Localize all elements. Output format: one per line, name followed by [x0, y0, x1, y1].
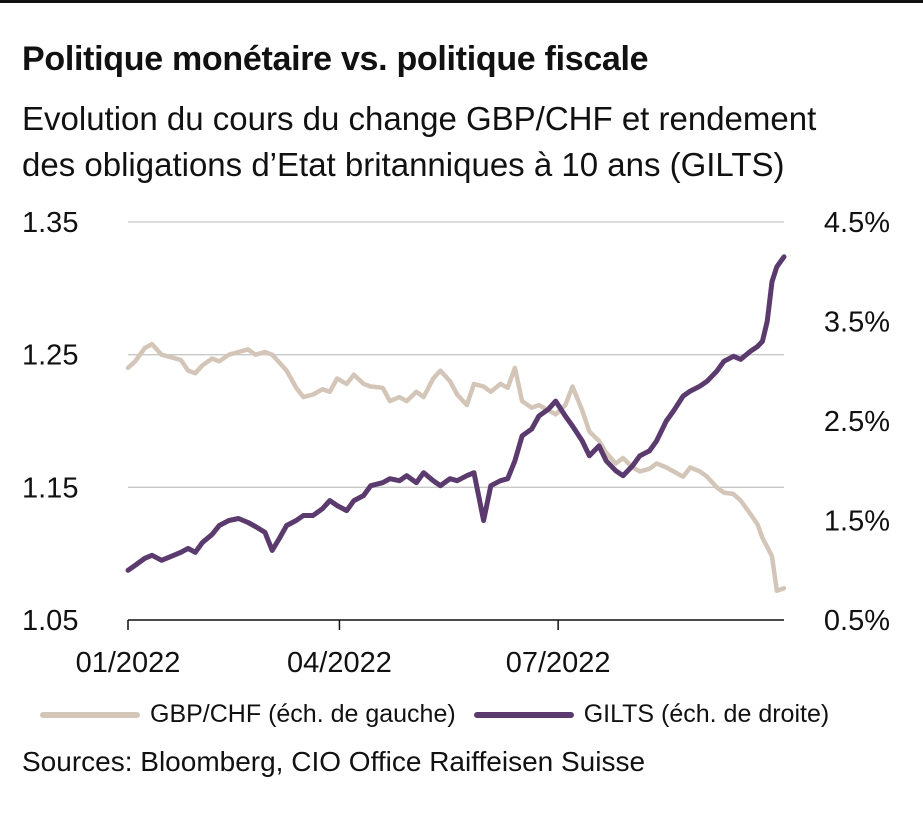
- y-right-tick-label: 0.5%: [824, 605, 890, 637]
- legend-item-gbpchf: GBP/CHF (éch. de gauche): [40, 700, 456, 729]
- x-tick-label: 07/2022: [506, 647, 611, 679]
- legend-label-gilts: GILTS (éch. de droite): [583, 700, 830, 728]
- chart-title: Politique monétaire vs. politique fiscal…: [22, 40, 649, 78]
- legend-swatch-gbpchf: [40, 711, 140, 718]
- y-left-tick-label: 1.05: [22, 605, 78, 637]
- y-right-tick-label: 1.5%: [824, 506, 890, 538]
- legend-label-gbpchf: GBP/CHF (éch. de gauche): [150, 700, 456, 728]
- y-left-tick-label: 1.15: [22, 472, 78, 504]
- x-axis-labels: 01/2022 04/2022 07/2022: [76, 647, 611, 679]
- line-chart: 1.05 1.15 1.25 1.35 0.5% 1.5% 2.5% 3.5% 4.5% 01…: [22, 207, 890, 679]
- subtitle-line-2: des obligations d’Etat britanniques à 10…: [22, 146, 785, 183]
- sources-note: Sources: Bloomberg, CIO Office Raiffeise…: [22, 746, 646, 777]
- series-line-gbpchf: [125, 341, 787, 594]
- y-axis-right: 0.5% 1.5% 2.5% 3.5% 4.5%: [824, 207, 890, 637]
- series-lines: [125, 254, 787, 594]
- y-left-tick-label: 1.35: [22, 207, 78, 239]
- x-tick-label: 04/2022: [287, 647, 392, 679]
- subtitle-line-1: Evolution du cours du change GBP/CHF et …: [22, 100, 817, 137]
- y-right-tick-label: 4.5%: [824, 207, 890, 239]
- gridlines: [128, 221, 784, 488]
- y-axis-left: 1.05 1.15 1.25 1.35: [22, 207, 78, 637]
- series-line-gilts: [125, 254, 787, 573]
- x-axis: [127, 619, 784, 630]
- legend-swatch-gilts: [473, 711, 574, 718]
- y-right-tick-label: 3.5%: [824, 307, 890, 339]
- legend: GBP/CHF (éch. de gauche) GILTS (éch. de …: [40, 700, 847, 729]
- x-tick-label: 01/2022: [76, 647, 181, 679]
- y-left-tick-label: 1.25: [22, 340, 78, 372]
- top-rule: [0, 0, 923, 3]
- legend-item-gilts: GILTS (éch. de droite): [473, 700, 830, 729]
- y-right-tick-label: 2.5%: [824, 406, 890, 438]
- chart-subtitle: Evolution du cours du change GBP/CHF et …: [22, 96, 816, 188]
